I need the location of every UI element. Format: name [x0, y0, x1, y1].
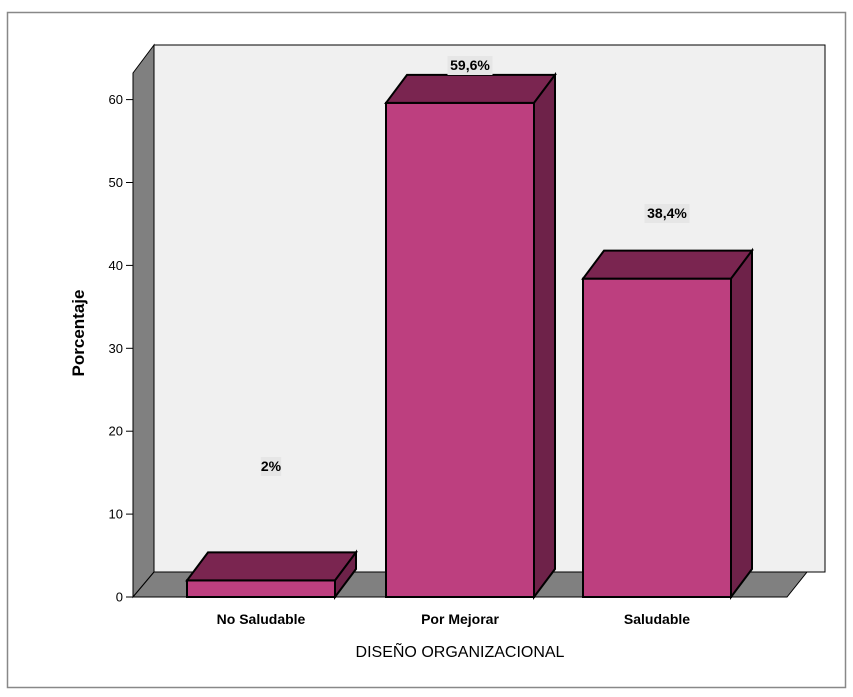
- x-axis-tick-labels: No Saludable Por Mejorar Saludable: [217, 611, 691, 627]
- bar: [185, 549, 358, 600]
- data-label-text: 38,4%: [647, 205, 687, 221]
- data-label: 59,6%: [447, 56, 493, 75]
- bar-front: [385, 101, 535, 599]
- bar-front: [582, 277, 732, 598]
- y-tick-label: 50: [109, 175, 123, 190]
- y-axis-label: Porcentaje: [69, 290, 88, 377]
- bar-top: [581, 249, 754, 280]
- x-tick-label: No Saludable: [217, 611, 306, 627]
- bar-top: [384, 73, 557, 104]
- data-label-bg: [644, 204, 690, 223]
- data-labels-group: 2% 59,6% 38,4%: [260, 56, 690, 476]
- bar-side: [533, 71, 556, 600]
- bar-side: [730, 247, 753, 600]
- data-label-text: 2%: [261, 458, 282, 474]
- bars-group: [185, 71, 754, 600]
- chart-left-wall: [132, 43, 155, 599]
- x-tick-label: Por Mejorar: [421, 611, 499, 627]
- y-tick-label: 30: [109, 341, 123, 356]
- y-tick-label: 20: [109, 424, 123, 439]
- bar: [384, 71, 557, 600]
- x-tick-label: Saludable: [624, 611, 690, 627]
- data-label-bg: [447, 56, 493, 75]
- y-tick-label: 40: [109, 258, 123, 273]
- bar-top: [185, 551, 358, 582]
- bar-front: [186, 579, 336, 598]
- data-label: 2%: [260, 457, 282, 476]
- bar: [581, 247, 754, 600]
- y-tick-label: 60: [109, 92, 123, 107]
- data-label: 38,4%: [644, 204, 690, 223]
- data-label-text: 59,6%: [450, 57, 490, 73]
- y-tick-label: 0: [116, 590, 123, 605]
- x-axis-label: DISEÑO ORGANIZACIONAL: [356, 641, 565, 661]
- bar-side: [334, 549, 357, 600]
- y-axis-ticks: 0 10 20 30 40 50 60: [109, 92, 133, 605]
- y-tick-label: 10: [109, 507, 123, 522]
- data-label-bg: [260, 457, 282, 476]
